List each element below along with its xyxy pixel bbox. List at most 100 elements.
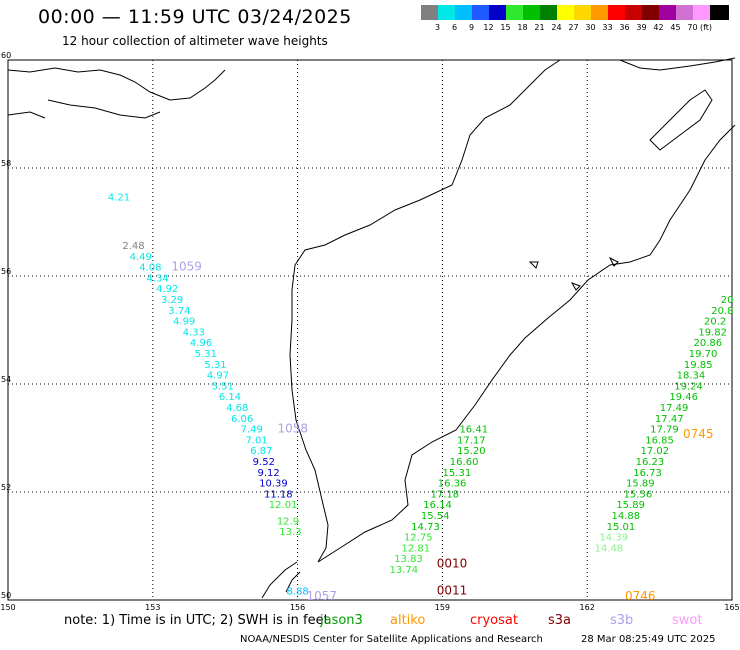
wave-height-label: 3.29 [161,295,183,306]
wave-height-label: 17.79 [650,425,679,436]
map-title: 00:00 — 11:59 UTC 03/24/2025 [38,6,352,28]
scale-swatch [489,5,508,20]
wave-height-label: 12.9 [277,516,299,527]
wave-height-label: 4.97 [207,371,229,382]
wave-height-label: 12.75 [404,533,433,544]
legend-item-cryosat: cryosat [470,613,518,628]
map-subtitle: 12 hour collection of altimeter wave hei… [62,34,328,48]
wave-height-label: 14.73 [411,522,440,533]
legend-item-swot: swot [672,613,703,628]
wave-height-label: 17.17 [457,435,486,446]
wave-height-label: 16.14 [423,500,452,511]
wave-height-label: 9.52 [253,457,275,468]
credit-line: NOAA/NESDIS Center for Satellite Applica… [240,634,543,645]
legend-item-jason3: jason3 [320,613,363,628]
lon-tick-label: 156 [290,603,305,612]
scale-swatch [625,5,644,20]
scale-label: 36 [619,23,630,32]
wave-height-label: 19.24 [674,381,703,392]
scale-swatch [455,5,474,20]
scale-unit: (ft) [700,23,713,32]
scale-swatch [710,5,729,20]
wave-height-label: 2.48 [122,241,144,252]
wave-height-label: 17.49 [660,403,689,414]
units-note: note: 1) Time is in UTC; 2) SWH is in fe… [64,613,329,628]
wave-height-label: 15.01 [607,522,636,533]
pass-time-labels: 1059 1058 1057 0010 0011 0745 0746 [171,260,713,603]
wave-height-label: 8.88 [286,587,308,598]
wave-height-label: 18.34 [677,371,706,382]
wave-height-label: 9.12 [258,468,280,479]
generated-timestamp: 28 Mar 08:25:49 UTC 2025 [581,634,716,645]
wave-height-label: 20.2 [704,317,726,328]
wave-height-label: 14.88 [611,511,640,522]
wave-height-label: 16.85 [645,435,674,446]
scale-label: 45 [670,23,681,32]
wave-height-label: 7.49 [241,425,263,436]
wave-height-label: 5.31 [195,349,217,360]
wave-height-label: 16.36 [438,479,467,490]
wave-height-label: 20.86 [694,338,723,349]
scale-label: 21 [534,23,545,32]
wave-height-label: 11.18 [264,489,293,500]
wave-height-label: 16.60 [450,457,479,468]
lat-tick-label: 50 [1,591,11,600]
wave-height-label: 13.3 [279,527,301,538]
scale-swatch [557,5,576,20]
wave-height-label: 6.14 [219,392,241,403]
scale-label: 3 [434,23,441,32]
lon-tick-label: 162 [580,603,595,612]
lat-tick-label: 58 [1,159,11,168]
lat-lon-grid [7,59,733,601]
wave-height-label: 6.06 [231,414,253,425]
lon-tick-label: 150 [0,603,15,612]
scale-label: 15 [500,23,511,32]
wave-height-label: 16.23 [636,457,665,468]
wave-height-label: 20.8 [711,306,733,317]
wave-height-label: 14.39 [599,533,628,544]
scale-swatch [693,5,712,20]
scale-label: 27 [568,23,579,32]
scale-label: 70 [687,23,698,32]
scale-swatch [472,5,491,20]
wave-height-label: 4.34 [146,273,168,284]
scale-label: 39 [636,23,647,32]
wave-height-label: 4.49 [130,252,152,263]
wave-height-label: 4.68 [226,403,248,414]
lon-tick-label: 153 [145,603,160,612]
wave-height-label: 3.74 [168,306,190,317]
scale-swatch [659,5,678,20]
scale-swatch [642,5,661,20]
pass-time-label: 0746 [625,589,656,603]
wave-height-label: 14.48 [595,543,624,554]
wave-height-label: 20 [721,295,734,306]
wave-height-label: 6.87 [250,446,272,457]
wave-height-label: 15.89 [616,500,645,511]
wave-height-label: 16.41 [459,425,488,436]
scale-label: 18 [517,23,528,32]
scale-label: 42 [653,23,664,32]
scale-swatch [438,5,457,20]
lat-tick-label: 52 [1,483,11,492]
lon-tick-label: 159 [435,603,450,612]
wave-height-label: 4.99 [173,317,195,328]
wave-height-label: 15.20 [457,446,486,457]
wave-height-label: 5.31 [204,360,226,371]
pass-time-label: 0745 [683,427,714,441]
lat-tick-label: 56 [1,267,11,276]
map-frame [7,59,733,601]
wave-height-label: 15.54 [421,511,450,522]
scale-label: 6 [451,23,458,32]
wave-height-label: 17.02 [640,446,669,457]
wave-height-observations: 4.21 2.484.494.084.344.923.293.744.994.33… [108,192,734,597]
scale-label: 9 [468,23,475,32]
pass-time-label: 1059 [171,260,202,274]
wave-height-label: 15.89 [626,479,655,490]
wave-height-label: 4.21 [108,192,130,203]
wave-height-label: 4.08 [139,263,161,274]
wave-height-label: 16.73 [633,468,662,479]
scale-label: 33 [602,23,613,32]
scale-label: 24 [551,23,562,32]
wave-height-label: 7.01 [245,435,267,446]
scale-swatch [540,5,559,20]
